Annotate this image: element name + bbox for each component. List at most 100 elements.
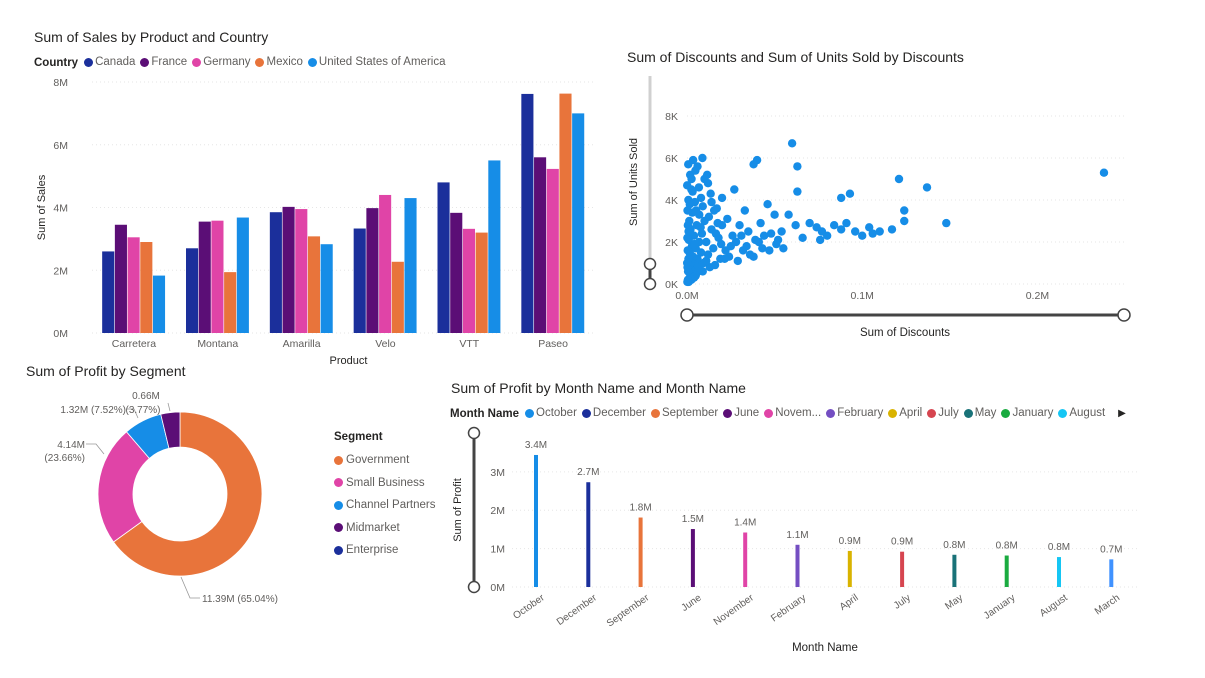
scatter-point[interactable] [683,233,692,242]
scatter-point[interactable] [793,187,802,196]
scatter-point[interactable] [728,231,737,240]
scatter-point[interactable] [717,193,727,203]
scatter-point[interactable] [684,260,694,270]
scatter-point[interactable] [716,239,726,249]
month-bar[interactable] [900,551,905,587]
scatter-point[interactable] [742,242,751,251]
scatter-point[interactable] [683,246,692,255]
scatter-point[interactable] [695,210,704,219]
scatter-point[interactable] [685,273,694,282]
scatter-point[interactable] [693,162,702,171]
scatter-point[interactable] [875,227,884,236]
scatter-point[interactable] [759,231,769,240]
month-bar[interactable] [952,554,957,587]
scatter-point[interactable] [749,252,758,261]
scatter-point[interactable] [684,227,693,236]
scatter-point[interactable] [770,210,779,219]
scatter-point[interactable] [713,218,722,228]
scatter-point[interactable] [686,265,695,274]
scatter-point[interactable] [709,206,719,215]
scatter-point[interactable] [865,223,874,232]
scatter-point[interactable] [758,244,767,253]
scatter-point[interactable] [688,208,697,217]
scatter-point[interactable] [726,242,735,251]
scatter-point[interactable] [711,229,721,238]
scatter-point[interactable] [684,254,693,263]
scatter-point[interactable] [731,237,741,247]
scatter-point[interactable] [688,187,697,196]
month-legend-item[interactable]: July [927,407,959,419]
scatter-point[interactable] [682,181,692,190]
month-bar[interactable] [586,482,591,587]
country-legend-item[interactable]: United States of America [307,56,445,68]
scatter-point[interactable] [702,170,712,179]
sales-bar[interactable] [462,228,475,333]
scatter-point[interactable] [720,254,729,263]
month-bar[interactable] [1109,559,1114,587]
scatter-point[interactable] [805,218,814,228]
scatter-point[interactable] [702,237,711,247]
sales-bar[interactable] [534,157,547,333]
scatter-point[interactable] [706,189,715,198]
month-bar[interactable] [534,454,538,587]
scatter-point[interactable] [683,267,693,276]
scatter-point[interactable] [688,267,697,276]
scatter-point[interactable] [900,206,909,215]
country-legend-item[interactable]: Canada [84,56,135,68]
scatter-point[interactable] [684,160,693,169]
scatter-point[interactable] [798,233,807,242]
scatter-point[interactable] [686,225,695,234]
sales-bar[interactable] [269,212,282,333]
scatter-point[interactable] [756,218,765,228]
sales-bar[interactable] [236,217,249,333]
sales-bar[interactable] [127,237,140,333]
scatter-point[interactable] [779,244,788,253]
scatter-point[interactable] [784,210,793,219]
scatter-point[interactable] [699,258,708,268]
month-bar[interactable] [1057,557,1061,587]
scatter-point[interactable] [744,227,753,236]
scatter-point[interactable] [703,179,713,188]
scatter-point[interactable] [712,204,721,213]
scatter-point[interactable] [683,263,692,272]
month-legend-item[interactable]: December [581,407,646,419]
scatter-point[interactable] [817,227,827,236]
scatter-point[interactable] [695,260,705,270]
scatter-point[interactable] [709,244,718,253]
scatter-point[interactable] [694,267,703,276]
scatter-point[interactable] [695,237,704,247]
sales-bar[interactable] [140,242,153,333]
month-legend-item[interactable]: June [723,407,759,419]
month-bar[interactable] [638,517,643,587]
scatter-point[interactable] [751,235,760,245]
month-bar[interactable] [847,550,852,587]
scatter-point[interactable] [688,155,698,165]
sales-bar[interactable] [114,224,127,333]
sales-bar[interactable] [224,272,237,333]
sales-bar[interactable] [186,248,199,333]
sales-bar[interactable] [366,208,379,333]
scatter-point[interactable] [765,246,774,255]
scatter-point[interactable] [887,225,897,234]
sales-bar[interactable] [211,220,224,333]
scatter-point[interactable] [836,193,846,203]
month-bar[interactable] [1004,555,1009,587]
month-legend-item[interactable]: August [1058,407,1105,419]
scatter-point[interactable] [702,256,711,266]
scatter-point[interactable] [686,250,695,259]
scatter-point[interactable] [696,193,706,203]
month-bar[interactable] [743,532,748,587]
scatter-point[interactable] [692,221,701,230]
scatter-point[interactable] [683,206,692,215]
scatter-point[interactable] [836,225,846,234]
month-bar[interactable] [795,544,800,587]
sales-bar[interactable] [307,236,321,333]
sales-bar[interactable] [572,113,585,333]
scatter-point[interactable] [815,235,825,245]
scatter-point[interactable] [724,252,734,261]
scatter-point[interactable] [749,160,758,169]
scatter-point[interactable] [1099,168,1109,177]
scatter-point[interactable] [685,200,695,209]
scatter-point[interactable] [690,197,700,207]
scatter-point[interactable] [737,231,746,240]
